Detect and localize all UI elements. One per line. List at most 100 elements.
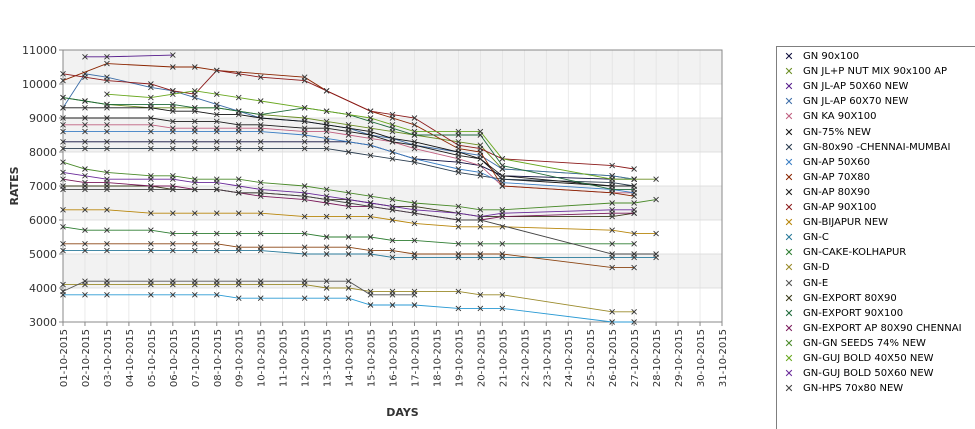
legend-item[interactable]: ✕ GN JL-AP 50X60 NEW [777, 81, 975, 92]
data-point [455, 223, 462, 230]
legend-item[interactable]: ✕ GN-AP 50X60 [777, 157, 975, 168]
legend-item[interactable]: ✕ GN-GUJ BOLD 50X60 NEW [777, 368, 975, 379]
data-point [477, 128, 484, 135]
data-point [367, 152, 374, 159]
x-tick-label: 19-10-2015 [454, 329, 465, 387]
series-line [63, 107, 635, 187]
data-point [82, 104, 88, 111]
data-point [609, 162, 615, 169]
legend-item[interactable]: ✕ GN-D [777, 262, 975, 273]
data-point [389, 155, 396, 162]
x-tick-label: 03-10-2015 [103, 329, 114, 387]
data-point [367, 234, 374, 240]
data-point [411, 220, 418, 227]
legend-item[interactable]: ✕ GN-AP 80X90 [777, 187, 975, 198]
data-point [60, 128, 66, 135]
data-point [323, 244, 330, 251]
x-tick-label: 22-10-2015 [520, 329, 531, 387]
data-point [411, 251, 418, 257]
data-point [411, 128, 418, 135]
data-point [148, 176, 154, 183]
data-point [148, 145, 154, 152]
data-point [345, 138, 352, 145]
data-point [82, 138, 88, 145]
data-point [323, 295, 330, 302]
x-tick-label: 30-10-2015 [696, 329, 707, 387]
legend-item[interactable]: ✕ GN-EXPORT AP 80X90 CHENNAI [777, 323, 975, 334]
x-tick-label: 10-10-2015 [257, 329, 268, 387]
data-point [191, 186, 198, 193]
x-tick-label: 06-10-2015 [169, 329, 180, 387]
data-point [60, 138, 66, 145]
legend-label: GN-AP 80X90 [803, 186, 870, 198]
data-point [455, 142, 462, 149]
legend-label: GN-GN SEEDS 74% NEW [803, 337, 926, 349]
data-point [104, 121, 110, 128]
data-point [104, 60, 110, 67]
data-point [191, 118, 198, 125]
data-point [609, 264, 615, 271]
legend-item[interactable]: ✕ GN 90x100 [777, 51, 975, 62]
data-point [170, 210, 176, 217]
data-point [631, 200, 637, 206]
data-point [477, 305, 484, 312]
legend-item[interactable]: ✕ GN-GUJ BOLD 40X50 NEW [777, 353, 975, 364]
legend-item[interactable]: ✕ GN-80x90 -CHENNAI-MUMBAI [777, 142, 975, 153]
data-point [60, 94, 66, 101]
data-point [82, 98, 88, 104]
data-point [609, 240, 615, 247]
data-point [257, 98, 264, 104]
y-axis-label: RATES [8, 166, 21, 205]
legend-item[interactable]: ✕ GN-75% NEW [777, 127, 975, 138]
data-point [477, 217, 484, 223]
data-point [148, 101, 154, 108]
legend-item[interactable]: ✕ GN-BIJAPUR NEW [777, 217, 975, 228]
y-tick-label: 6000 [29, 214, 57, 227]
x-tick-label: 05-10-2015 [147, 329, 158, 387]
data-point [389, 121, 396, 128]
legend-item[interactable]: ✕ GN-GN SEEDS 74% NEW [777, 338, 975, 349]
data-point [257, 230, 264, 237]
data-point [499, 155, 506, 162]
data-point [301, 77, 308, 84]
data-point [191, 179, 198, 186]
series-marker-icon: ✕ [784, 291, 794, 305]
x-tick-label: 11-10-2015 [279, 329, 290, 387]
data-point [104, 77, 110, 84]
legend-label: GN-AP 70X80 [803, 171, 870, 183]
data-point [631, 230, 637, 237]
legend-item[interactable]: ✕ GN-AP 90X100 [777, 202, 975, 213]
series-10 [60, 67, 637, 172]
legend-item[interactable]: ✕ GN-C [777, 232, 975, 243]
x-axis-label: DAYS [386, 406, 419, 419]
data-point [411, 121, 418, 128]
data-point [104, 176, 110, 183]
legend-item[interactable]: ✕ GN KA 90X100 [777, 111, 975, 122]
data-point [389, 111, 396, 118]
x-tick-label: 16-10-2015 [389, 329, 400, 387]
legend-label: GN-75% NEW [803, 126, 871, 138]
data-point [148, 240, 154, 247]
data-point [60, 247, 66, 254]
data-point [323, 125, 330, 132]
data-point [389, 237, 396, 244]
legend-item[interactable]: ✕ GN JL-AP 60X70 NEW [777, 96, 975, 107]
data-point [631, 206, 637, 213]
legend-item[interactable]: ✕ GN-CAKE-KOLHAPUR [777, 247, 975, 258]
legend-item[interactable]: ✕ GN-AP 70X80 [777, 172, 975, 183]
data-point [631, 308, 637, 315]
data-point [191, 87, 198, 94]
legend-item[interactable]: ✕ GN JL+P NUT MIX 90x100 AP [777, 66, 975, 77]
legend-item[interactable]: ✕ GN-E [777, 278, 975, 289]
data-point [411, 142, 418, 149]
legend-label: GN JL-AP 50X60 NEW [803, 81, 909, 93]
data-point [345, 128, 352, 135]
series-marker-icon: ✕ [784, 170, 794, 184]
legend-item[interactable]: ✕ GN-EXPORT 80X90 [777, 293, 975, 304]
data-point [191, 240, 198, 247]
legend-item[interactable]: ✕ GN-HPS 70x80 NEW [777, 383, 975, 394]
legend-item[interactable]: ✕ GN-EXPORT 90X100 [777, 308, 975, 319]
data-point [411, 237, 418, 244]
data-point [411, 302, 418, 308]
data-point [411, 210, 418, 217]
